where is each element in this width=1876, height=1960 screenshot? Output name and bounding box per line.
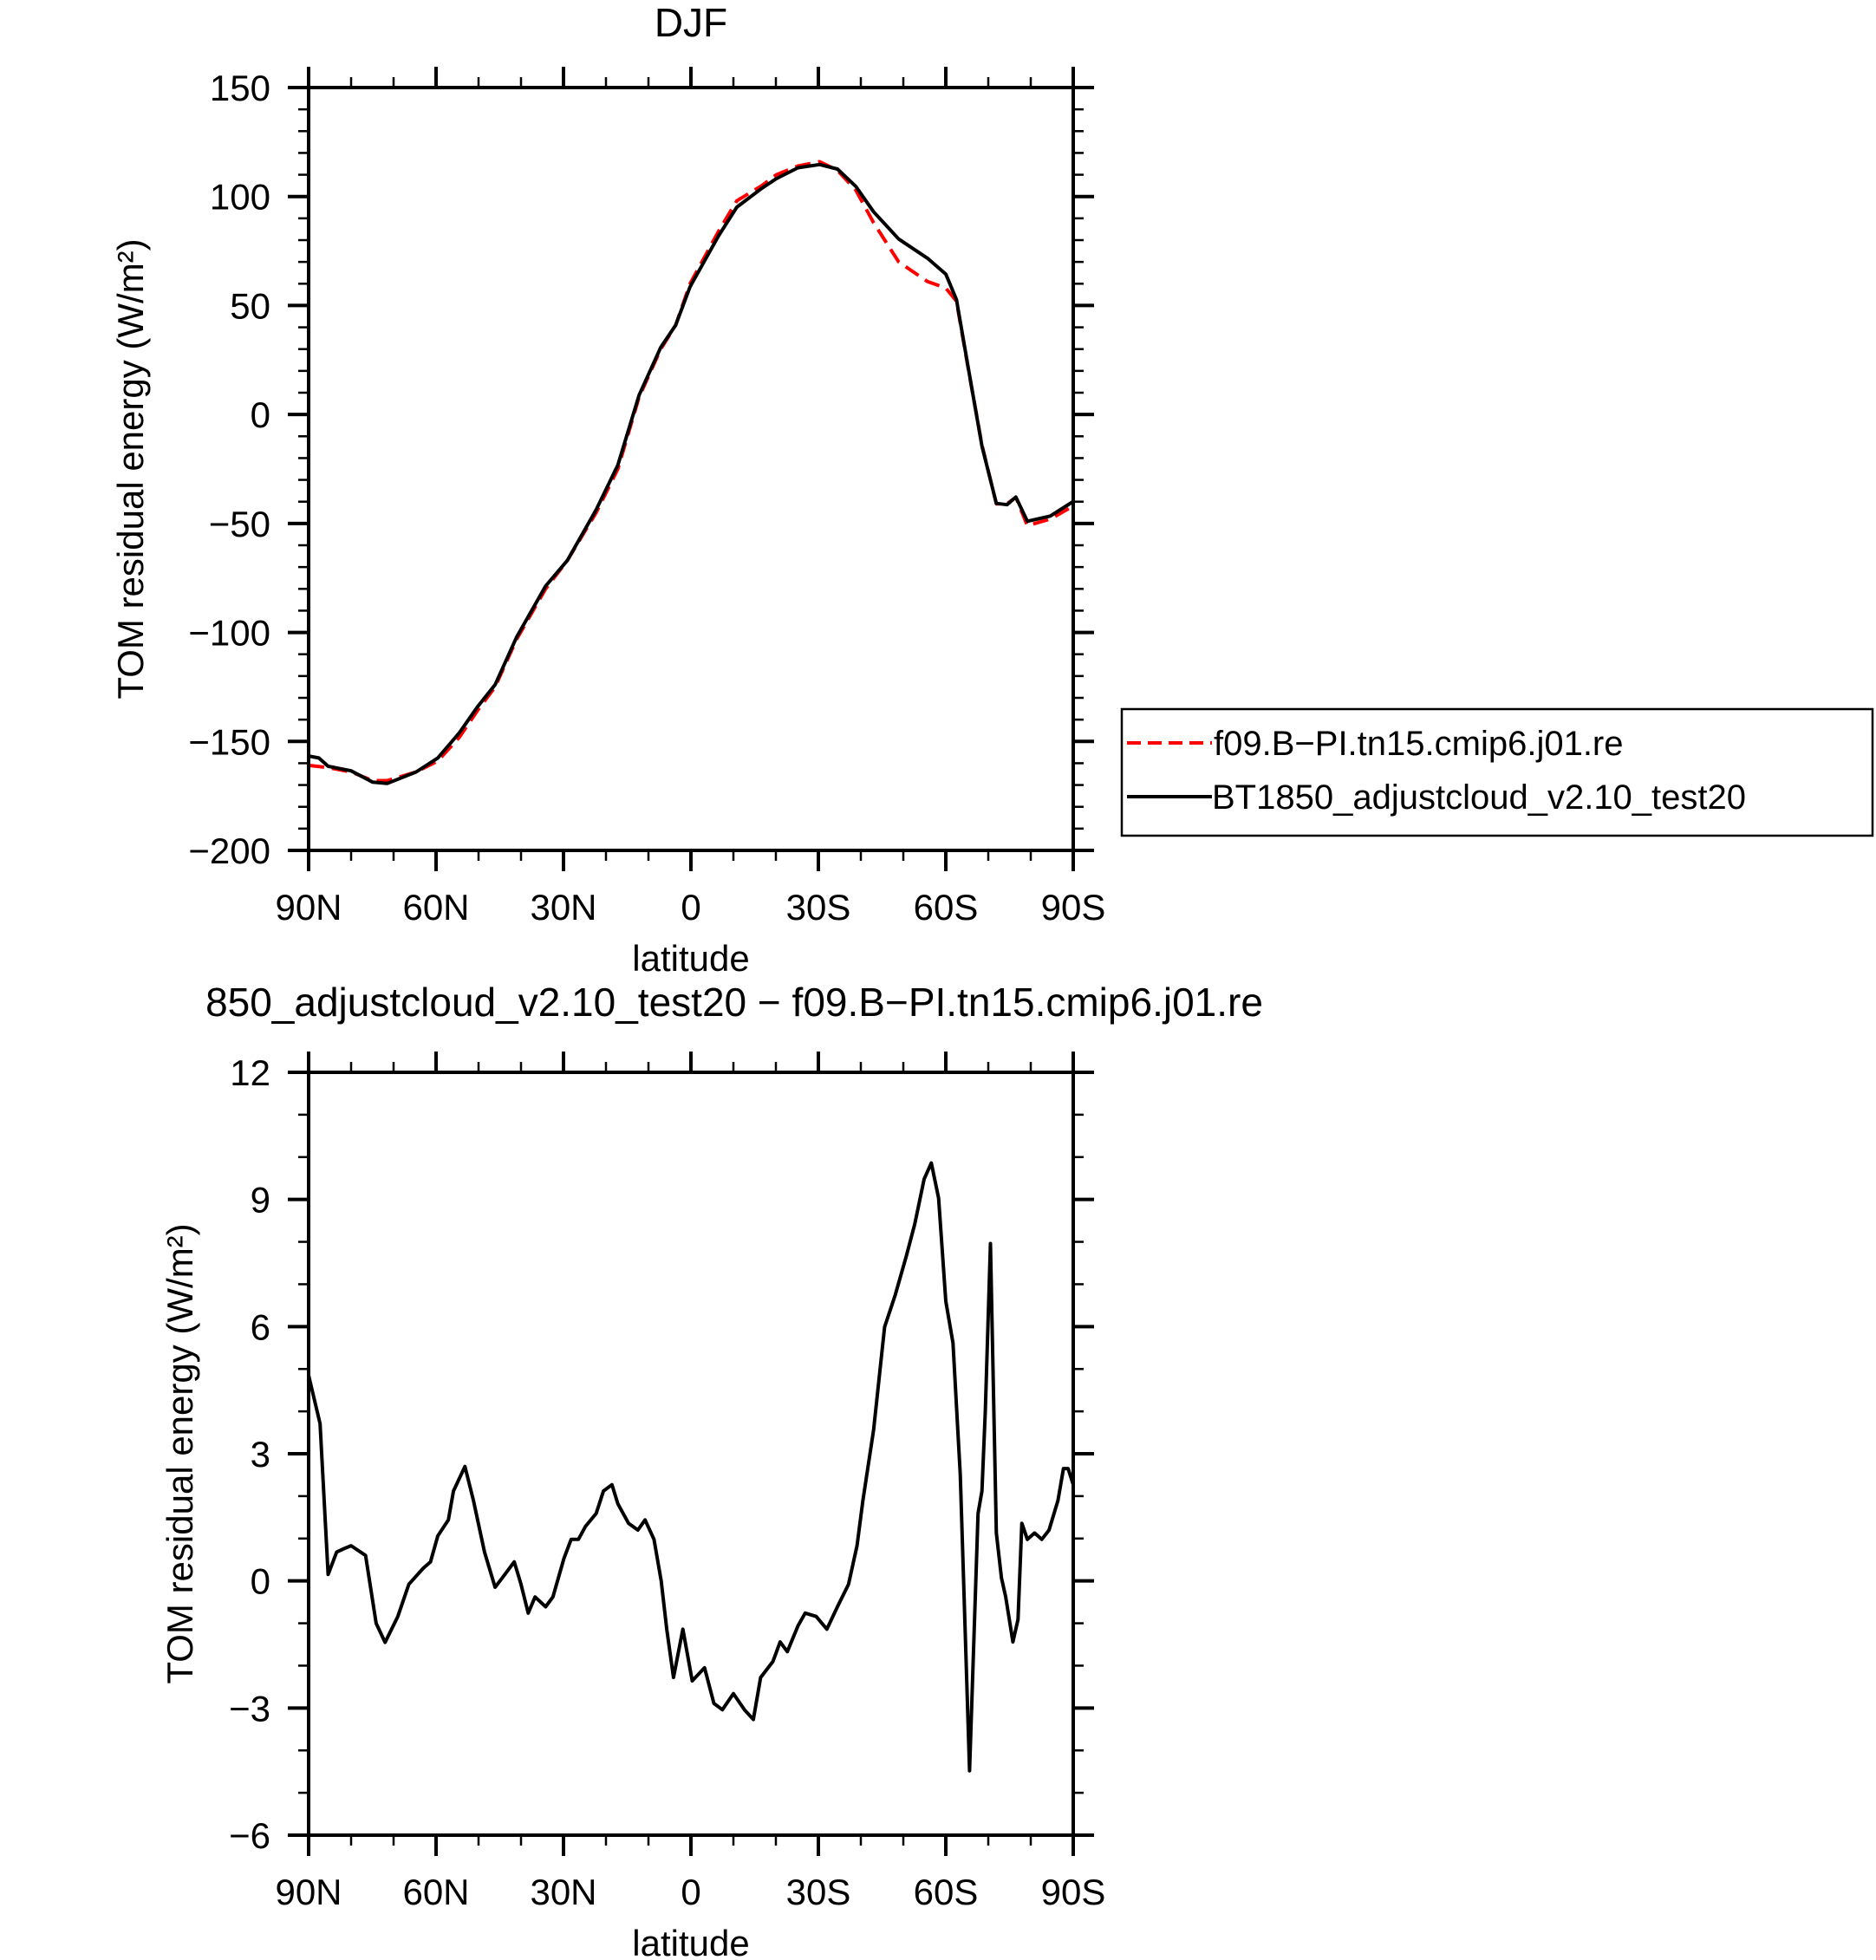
top-y-axis-label: TOM residual energy (W/m²) xyxy=(110,238,151,699)
top-y-tick-label: 100 xyxy=(210,177,270,218)
bottom-x-axis-label: latitude xyxy=(632,1923,749,1960)
top-y-tick-label: −50 xyxy=(209,504,270,544)
bottom-y-tick-label: 9 xyxy=(251,1180,270,1221)
bottom-y-tick-label: 0 xyxy=(251,1561,270,1602)
top-x-tick-label: 30N xyxy=(530,887,596,928)
top-y-tick-label: −200 xyxy=(188,830,270,871)
bottom-x-tick-label: 60N xyxy=(402,1872,469,1912)
legend: f09.B−PI.tn15.cmip6.j01.re BT1850_adjust… xyxy=(1120,707,1874,837)
bottom-x-tick-label: 60S xyxy=(914,1872,979,1912)
top-x-tick-label: 90S xyxy=(1041,887,1106,928)
top-series-line-black-solid xyxy=(308,162,1075,785)
top-y-tick-label: −150 xyxy=(188,721,270,762)
bottom-x-tick-label: 30N xyxy=(530,1872,596,1912)
bottom-x-tick-label: 90S xyxy=(1041,1872,1106,1912)
top-y-tick-label: −100 xyxy=(188,613,270,654)
top-plot-frame xyxy=(307,86,1075,852)
bottom-panel: 850_adjustcloud_v2.10_test20 − f09.B−PI.… xyxy=(160,980,1263,1960)
top-x-tick-label: 0 xyxy=(681,887,700,928)
top-x-tick-label: 60S xyxy=(914,887,979,928)
top-chart-title: DJF xyxy=(655,0,727,45)
top-panel: DJF latitude TOM residual energy (W/m²) … xyxy=(110,0,1105,979)
bottom-y-tick-label: −6 xyxy=(229,1815,270,1856)
top-x-tick-label: 90N xyxy=(275,887,342,928)
bottom-y-tick-label: 12 xyxy=(230,1052,270,1093)
bottom-y-axis-label: TOM residual energy (W/m²) xyxy=(160,1223,200,1683)
bottom-series-line-black-solid xyxy=(307,1161,1075,1773)
bottom-x-tick-label: 90N xyxy=(275,1872,342,1912)
top-y-tick-label: 0 xyxy=(251,394,270,435)
bottom-y-tick-label: 6 xyxy=(251,1306,270,1347)
top-x-tick-label: 30S xyxy=(786,887,851,928)
top-series-line-red-dashed xyxy=(308,160,1074,783)
legend-label-bt1850: BT1850_adjustcloud_v2.10_test20 xyxy=(1212,778,1746,817)
top-y-tick-label: 150 xyxy=(210,68,270,108)
top-x-tick-label: 60N xyxy=(402,887,469,928)
bottom-x-tick-label: 0 xyxy=(681,1872,700,1912)
bottom-y-tick-label: −3 xyxy=(229,1688,270,1729)
top-y-tick-label: 50 xyxy=(230,285,270,326)
top-x-axis-label: latitude xyxy=(632,938,749,979)
bottom-chart-title: 850_adjustcloud_v2.10_test20 − f09.B−PI.… xyxy=(205,980,1263,1025)
bottom-y-tick-label: 3 xyxy=(251,1434,270,1475)
bottom-x-tick-label: 30S xyxy=(786,1872,851,1912)
legend-label-f09: f09.B−PI.tn15.cmip6.j01.re xyxy=(1214,725,1624,763)
legend-box xyxy=(1120,707,1874,837)
